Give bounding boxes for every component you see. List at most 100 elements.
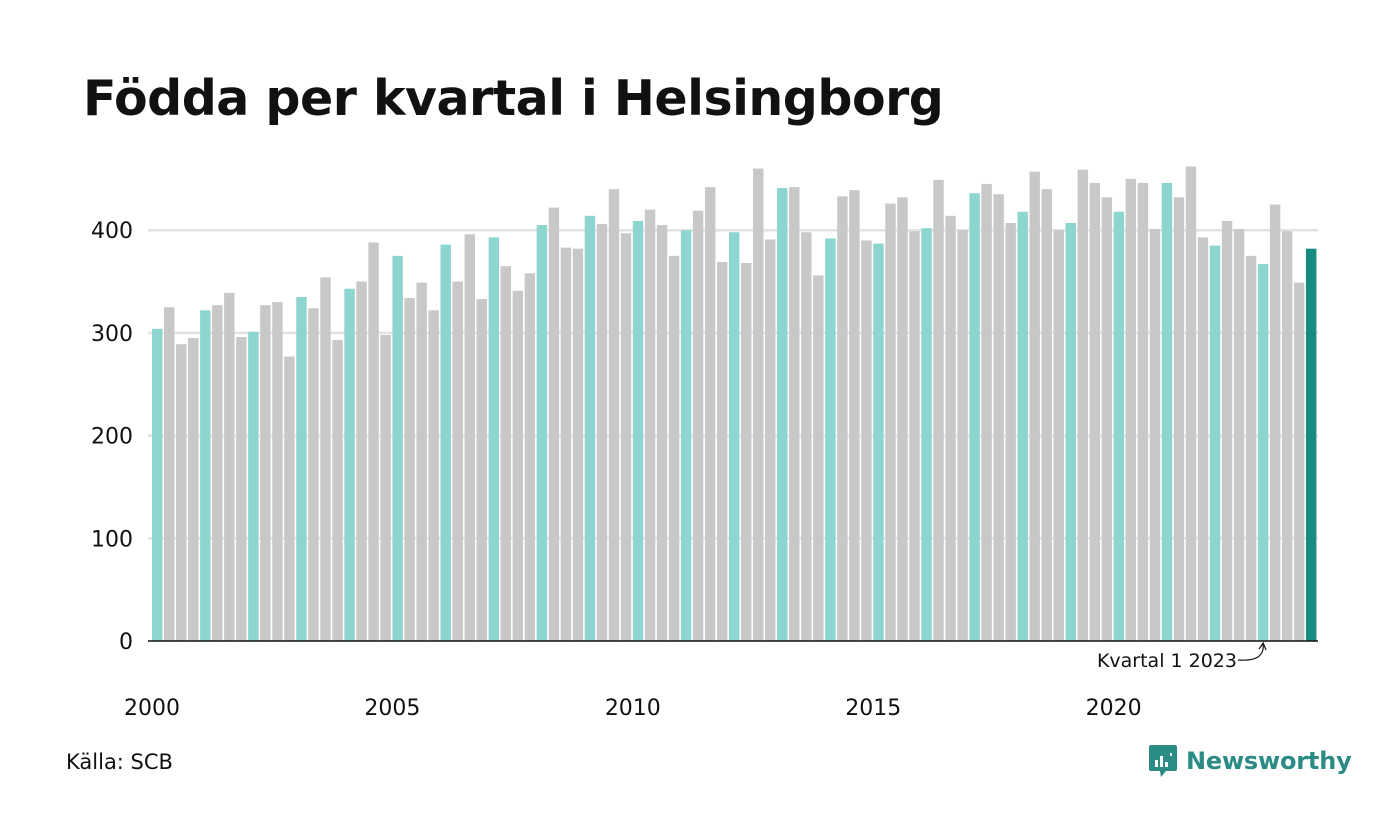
bar <box>1281 231 1293 642</box>
bar <box>524 273 536 641</box>
axes: 0 100 200 300 400 2000 2005 2010 2015 2020 <box>91 219 1318 721</box>
annotation-arrow <box>1237 643 1264 661</box>
bar <box>512 290 524 641</box>
x-tick-label: 2000 <box>124 696 180 721</box>
brand-logo: Newsworthy <box>1148 744 1352 778</box>
bar <box>548 207 560 642</box>
bar <box>668 255 680 641</box>
newsworthy-logo-icon <box>1149 745 1177 777</box>
bar <box>765 239 776 641</box>
bar <box>596 224 608 642</box>
bar <box>272 302 283 641</box>
bar <box>825 238 836 642</box>
bar <box>680 230 692 641</box>
bar <box>572 248 584 641</box>
bar <box>224 292 235 641</box>
bar <box>704 187 716 641</box>
bar <box>656 225 668 641</box>
bar <box>1005 223 1016 641</box>
chart-title: Födda per kvartal i Helsingborg <box>83 70 944 127</box>
bar <box>777 188 788 641</box>
bar <box>1209 245 1221 642</box>
bar <box>176 344 187 641</box>
bar <box>1041 189 1052 641</box>
bar <box>440 244 451 641</box>
bar <box>416 282 427 641</box>
bar <box>236 337 247 641</box>
y-tick-label: 200 <box>91 425 133 450</box>
bar <box>1137 182 1149 641</box>
bar <box>1293 282 1305 641</box>
bar <box>560 247 572 641</box>
bar <box>500 266 512 641</box>
bar <box>1161 182 1173 641</box>
bar <box>933 179 944 641</box>
bar <box>969 193 980 642</box>
bar <box>945 215 956 641</box>
bar <box>332 340 343 641</box>
brand-name: Newsworthy <box>1186 747 1352 775</box>
bar <box>873 243 884 642</box>
bar <box>728 232 740 641</box>
bar <box>1185 166 1197 641</box>
bar <box>1029 171 1040 641</box>
bar <box>789 187 800 641</box>
bar <box>897 197 908 641</box>
bar <box>1257 264 1269 641</box>
bar <box>308 308 319 641</box>
bar <box>1113 211 1125 641</box>
bar <box>885 203 896 641</box>
bar <box>716 262 728 641</box>
bar <box>296 296 307 641</box>
annotation: Kvartal 1 2023 <box>1097 641 1267 672</box>
x-tick-label: 2020 <box>1086 696 1142 721</box>
bar <box>1101 197 1113 641</box>
bar <box>957 230 968 641</box>
y-tick-label: 400 <box>91 219 133 244</box>
bar <box>1149 229 1161 642</box>
bar <box>813 275 824 641</box>
bar <box>392 255 403 641</box>
source-note: Källa: SCB <box>66 750 173 774</box>
bar <box>849 190 860 641</box>
bar <box>164 307 175 641</box>
annotation-label: Kvartal 1 2023 <box>1097 650 1237 672</box>
bar <box>1125 178 1137 641</box>
bar <box>1053 230 1064 641</box>
bar <box>921 228 932 641</box>
bar <box>464 234 475 641</box>
y-tick-label: 0 <box>119 630 133 655</box>
bar <box>741 263 752 641</box>
bar <box>909 231 920 642</box>
bar <box>753 168 764 641</box>
bar <box>188 338 199 641</box>
bar <box>1077 169 1089 642</box>
bar <box>1017 211 1028 641</box>
bar <box>284 356 295 641</box>
bar <box>1305 248 1317 641</box>
x-tick-label: 2015 <box>845 696 901 721</box>
bar <box>380 334 391 641</box>
x-tick-label: 2005 <box>364 696 420 721</box>
bar <box>356 281 367 641</box>
bar <box>428 310 439 641</box>
bar <box>993 194 1004 641</box>
bar <box>1221 220 1233 641</box>
x-tick-label: 2010 <box>605 696 661 721</box>
bar <box>1173 197 1185 641</box>
bar <box>368 242 379 641</box>
bar <box>608 189 620 641</box>
bars <box>152 166 1317 642</box>
bar <box>536 225 548 641</box>
bar <box>620 233 632 641</box>
bar <box>801 232 812 641</box>
bar <box>632 220 644 641</box>
bar <box>248 331 259 641</box>
bar <box>476 299 487 641</box>
bar <box>584 215 596 641</box>
bar <box>488 237 499 641</box>
y-tick-label: 300 <box>91 322 133 347</box>
bar <box>1233 229 1245 642</box>
y-tick-label: 100 <box>91 527 133 552</box>
